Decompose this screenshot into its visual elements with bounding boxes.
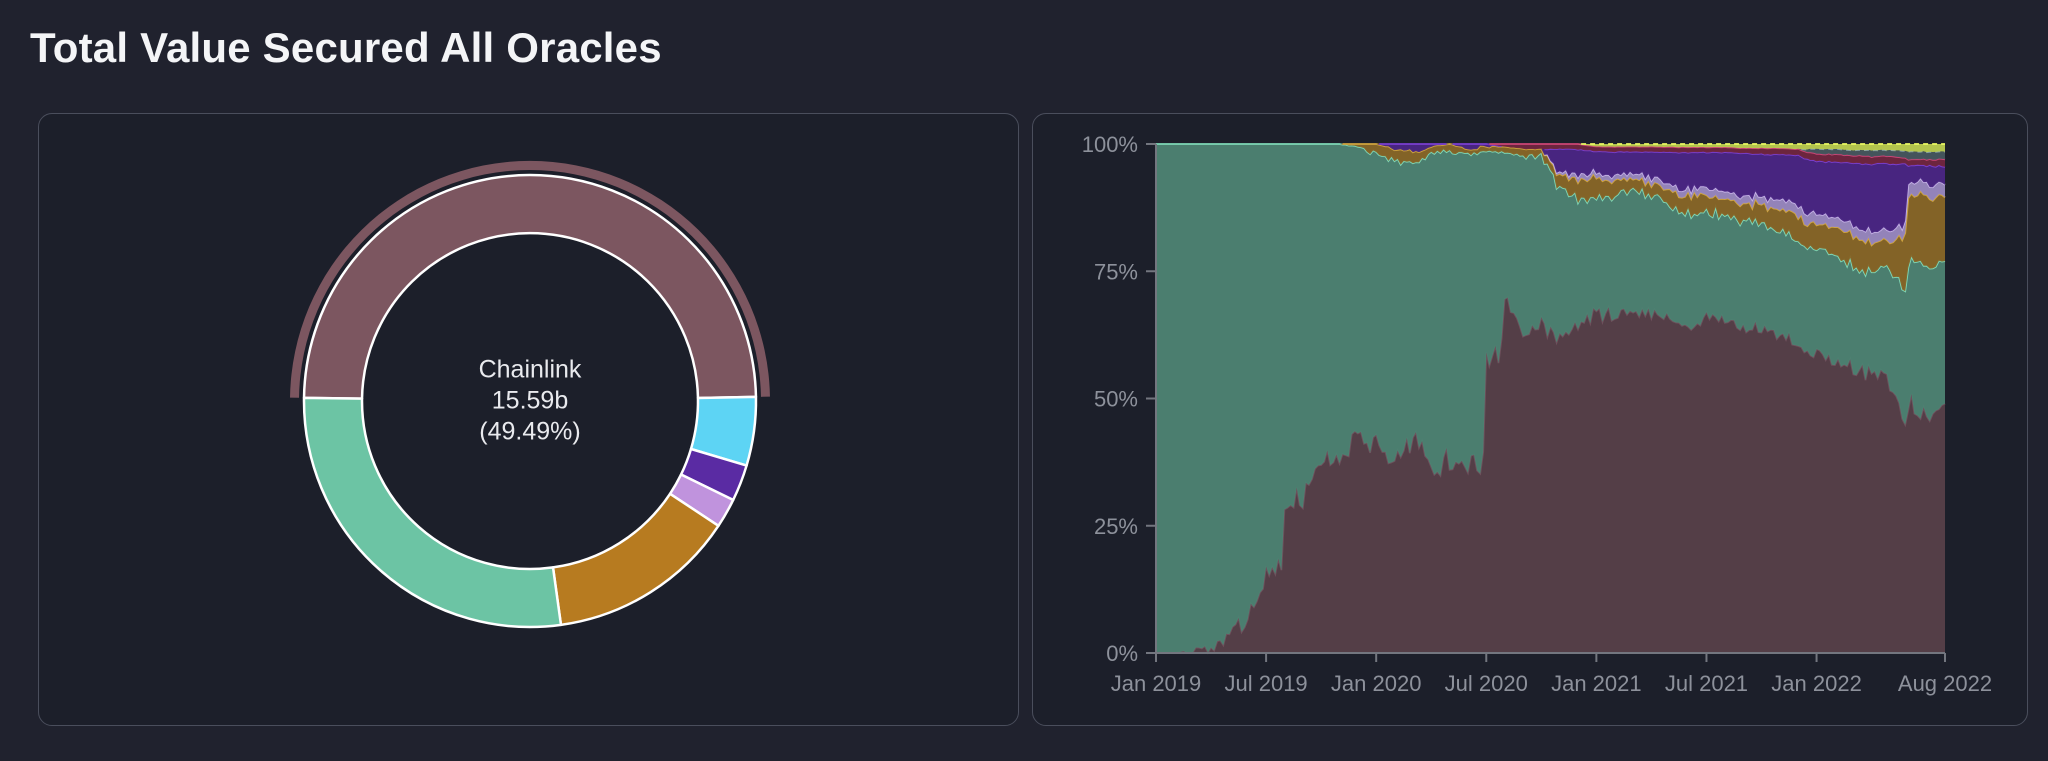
x-tick-label: Jul 2020 xyxy=(1445,671,1528,696)
x-tick-label: Jan 2020 xyxy=(1331,671,1422,696)
area-series-teal[interactable] xyxy=(1156,144,1945,653)
donut-slice-teal-segment[interactable] xyxy=(302,396,563,629)
y-tick-label: 75% xyxy=(1094,259,1138,284)
area-line-magenta xyxy=(1489,143,1946,161)
donut-panel: Chainlink 15.59b (49.49%) xyxy=(38,113,1019,726)
y-tick-label: 50% xyxy=(1094,387,1138,412)
x-tick-label: Jan 2021 xyxy=(1551,671,1642,696)
area-series-lime[interactable] xyxy=(1156,144,1945,153)
area-line-slate xyxy=(1801,147,1946,154)
area-chart[interactable]: 100% 75% 50% 25% 0% Jan 2019 Jul 2019 Jan 2020 J… xyxy=(1033,114,2027,725)
area-series-chainlink[interactable] xyxy=(1156,297,1945,654)
page-title: Total Value Secured All Oracles xyxy=(30,24,662,71)
area-panel: 100% 75% 50% 25% 0% Jan 2019 Jul 2019 Jan 2020 J… xyxy=(1032,113,2028,726)
area-series-gold[interactable] xyxy=(1156,144,1945,292)
x-tick-label: Jan 2022 xyxy=(1771,671,1862,696)
x-tick-label: Jul 2021 xyxy=(1665,671,1748,696)
donut-center-value: 15.59b xyxy=(491,386,569,415)
donut-slice-gold-segment[interactable] xyxy=(551,492,720,627)
donut-chart[interactable] xyxy=(39,114,1018,725)
area-series-magenta[interactable] xyxy=(1156,144,1945,167)
donut-center-share: (49.49%) xyxy=(479,417,581,446)
y-tick-label: 0% xyxy=(1106,641,1138,666)
x-tick-label: Jan 2019 xyxy=(1111,671,1202,696)
donut-center-name: Chainlink xyxy=(478,355,582,384)
x-tick-label: Aug 2022 xyxy=(1898,671,1992,696)
area-series-lavender[interactable] xyxy=(1156,144,1945,246)
area-series-purple[interactable] xyxy=(1156,144,1945,234)
y-tick-label: 25% xyxy=(1094,514,1138,539)
y-tick-label: 100% xyxy=(1082,132,1138,157)
x-tick-label: Jul 2019 xyxy=(1224,671,1307,696)
donut-center-label: Chainlink 15.59b (49.49%) xyxy=(479,355,582,448)
donut-slice-chainlink[interactable] xyxy=(302,173,758,400)
